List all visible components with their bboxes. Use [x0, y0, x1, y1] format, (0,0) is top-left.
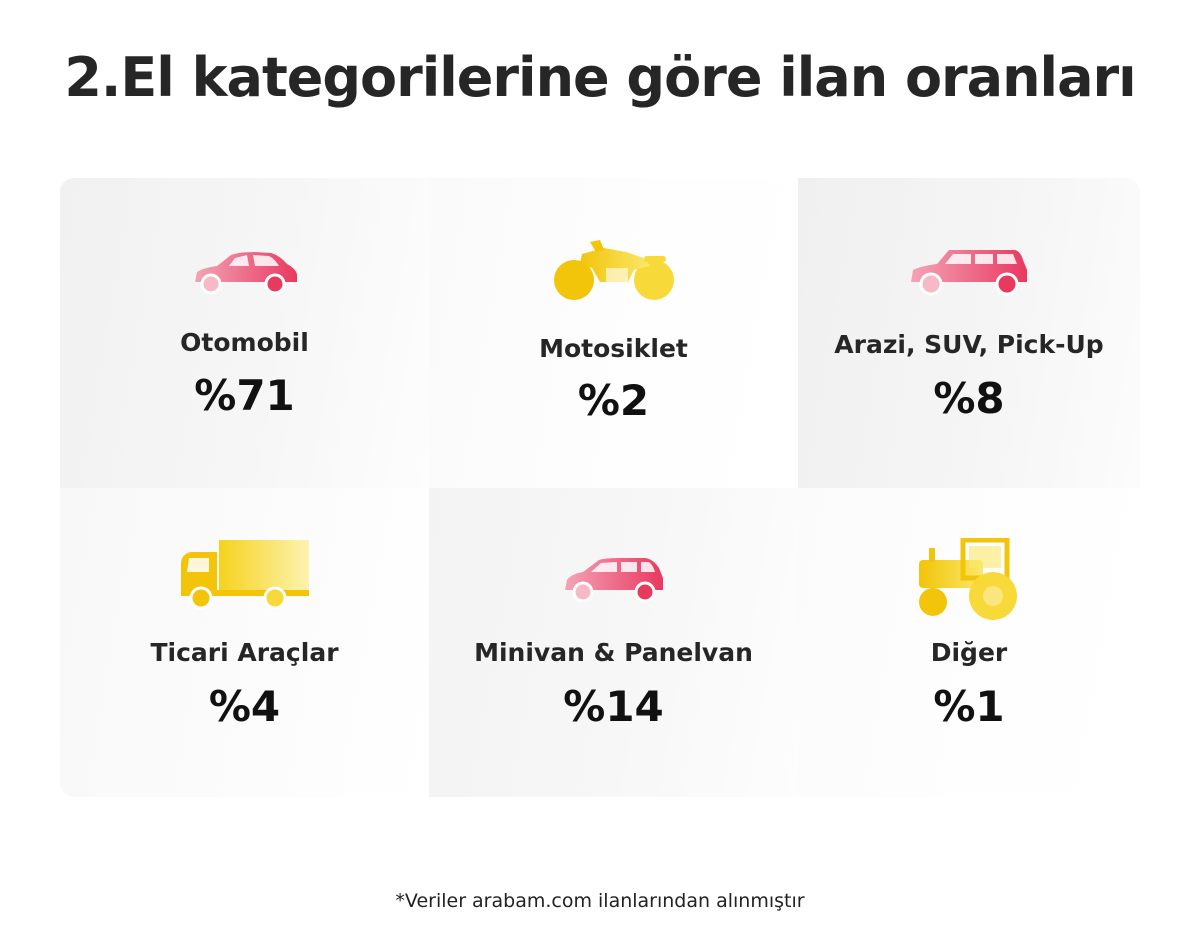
page-title: 2.El kategorilerine göre ilan oranları — [64, 46, 1136, 109]
category-card-otomobil: Otomobil %71 — [60, 178, 429, 488]
minivan-icon — [564, 558, 663, 602]
category-label: Diğer — [930, 638, 1008, 667]
category-label: Ticari Araçlar — [150, 638, 339, 667]
source-footnote: *Veriler arabam.com ilanlarından alınmış… — [395, 890, 805, 912]
category-card-arazi-suv: Arazi, SUV, Pick-Up %8 — [798, 178, 1140, 488]
suv-icon — [911, 250, 1027, 296]
category-label: Motosiklet — [539, 334, 688, 363]
category-percentage: %1 — [933, 682, 1005, 731]
category-label: Arazi, SUV, Pick-Up — [834, 330, 1104, 359]
category-card-minivan-panelvan: Minivan & Panelvan %14 — [429, 488, 798, 797]
category-percentage: %4 — [208, 682, 281, 731]
tractor-icon — [919, 538, 1017, 620]
category-percentage: %71 — [194, 371, 295, 420]
truck-icon — [180, 540, 309, 610]
car-icon — [194, 252, 297, 295]
category-card-ticari-araclar: Ticari Araçlar %4 — [60, 488, 429, 797]
category-percentage: %14 — [563, 682, 664, 731]
motorcycle-icon — [553, 240, 674, 300]
category-label: Otomobil — [180, 328, 309, 357]
category-card-motosiklet: Motosiklet %2 — [429, 178, 798, 488]
category-label: Minivan & Panelvan — [474, 638, 753, 667]
category-grid: Otomobil %71 Motosiklet %2 — [60, 178, 1140, 797]
category-card-diger: Diğer %1 — [798, 488, 1140, 797]
category-percentage: %8 — [933, 374, 1005, 423]
category-percentage: %2 — [577, 376, 650, 425]
